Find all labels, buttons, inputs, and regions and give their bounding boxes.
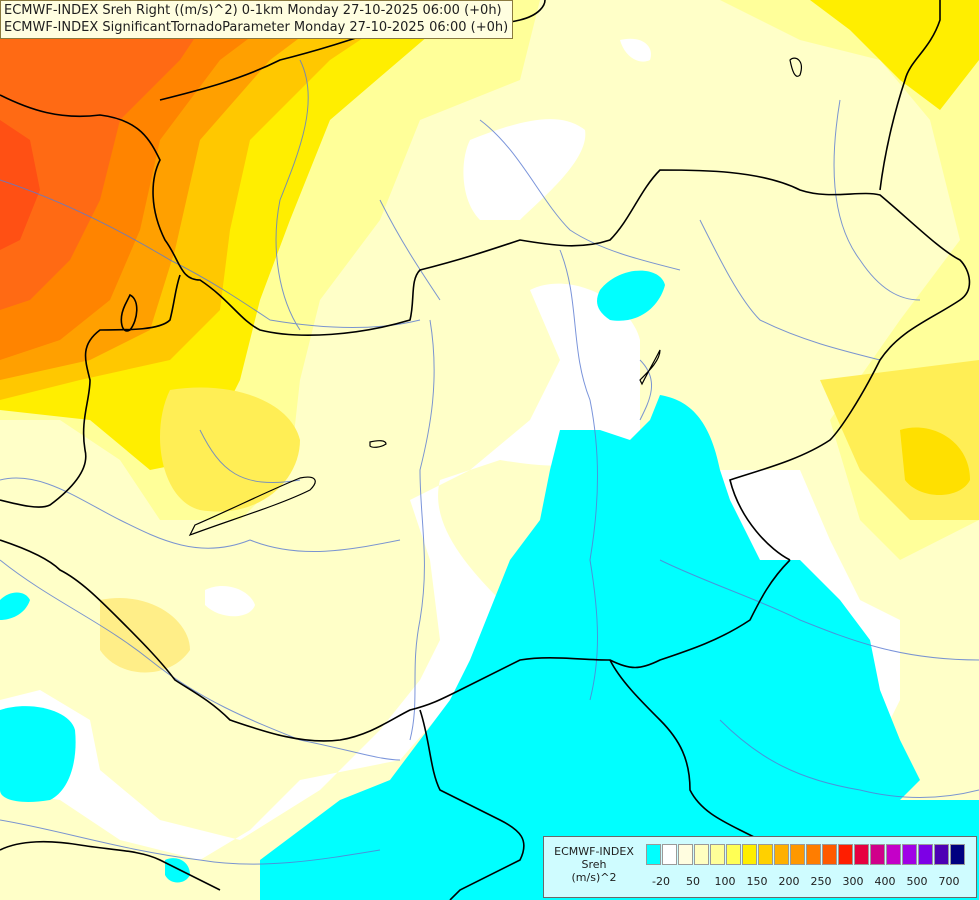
sreh-field-cyan-north xyxy=(597,270,665,321)
legend-swatch xyxy=(934,844,949,865)
legend-swatch xyxy=(854,844,869,865)
legend-tick-label: 150 xyxy=(746,875,768,888)
sreh-field-red-orange xyxy=(0,0,220,310)
legend-swatch xyxy=(726,844,741,865)
legend-swatch xyxy=(790,844,805,865)
legend-swatch xyxy=(646,844,661,865)
title-line-1: ECMWF-INDEX Sreh Right ((m/s)^2) 0-1km M… xyxy=(4,3,502,18)
legend-title-line-1: ECMWF-INDEX xyxy=(554,845,634,858)
legend-swatch xyxy=(950,844,965,865)
legend-swatch xyxy=(886,844,901,865)
sreh-field-yellow-blob-south xyxy=(100,598,190,673)
legend-color-bar xyxy=(646,844,966,865)
legend-swatch xyxy=(774,844,789,865)
legend-swatch xyxy=(902,844,917,865)
legend-tick-label: 300 xyxy=(842,875,864,888)
legend-swatch xyxy=(822,844,837,865)
sreh-field-cyan-west xyxy=(0,706,76,802)
legend-tick-labels: -20 50 100 150 200 250 300 400 500 700 xyxy=(646,875,976,889)
legend-swatch xyxy=(870,844,885,865)
sreh-field-white-north-small xyxy=(620,38,651,62)
legend-swatch xyxy=(838,844,853,865)
legend-swatch xyxy=(806,844,821,865)
legend-tick-label: 200 xyxy=(778,875,800,888)
sreh-field-white-blob xyxy=(205,585,255,617)
legend-tick-label: 250 xyxy=(810,875,832,888)
title-line-2: ECMWF-INDEX SignificantTornadoParameter … xyxy=(4,20,509,35)
legend-title: ECMWF-INDEX Sreh (m/s)^2 xyxy=(548,845,640,884)
legend-tick-label: 500 xyxy=(906,875,928,888)
legend-swatch xyxy=(758,844,773,865)
legend-tick-label: -20 xyxy=(652,875,670,888)
legend-swatch xyxy=(662,844,677,865)
sreh-field-red-core xyxy=(0,120,40,250)
legend-tick-label: 400 xyxy=(874,875,896,888)
sreh-field-white-center xyxy=(0,283,640,860)
legend-swatch xyxy=(678,844,693,865)
legend-tick-label: 100 xyxy=(714,875,736,888)
legend-swatch xyxy=(710,844,725,865)
map-title-box: ECMWF-INDEX Sreh Right ((m/s)^2) 0-1km M… xyxy=(0,0,514,39)
legend-title-line-2: Sreh xyxy=(581,858,607,871)
sreh-field-cyan-west-small xyxy=(0,592,30,620)
legend-tick-label: 700 xyxy=(938,875,960,888)
legend-swatch xyxy=(742,844,757,865)
sreh-field-yellow-east-core xyxy=(900,427,970,495)
sreh-field-yellow-blob-center xyxy=(160,387,300,512)
sreh-field-cyan-southwest xyxy=(165,858,190,883)
legend-swatch xyxy=(918,844,933,865)
color-legend: ECMWF-INDEX Sreh (m/s)^2 -20 50 100 150 200 2… xyxy=(543,836,977,898)
legend-tick-label: 50 xyxy=(686,875,700,888)
legend-title-line-3: (m/s)^2 xyxy=(571,871,617,884)
rivers xyxy=(0,59,979,865)
legend-swatch xyxy=(694,844,709,865)
